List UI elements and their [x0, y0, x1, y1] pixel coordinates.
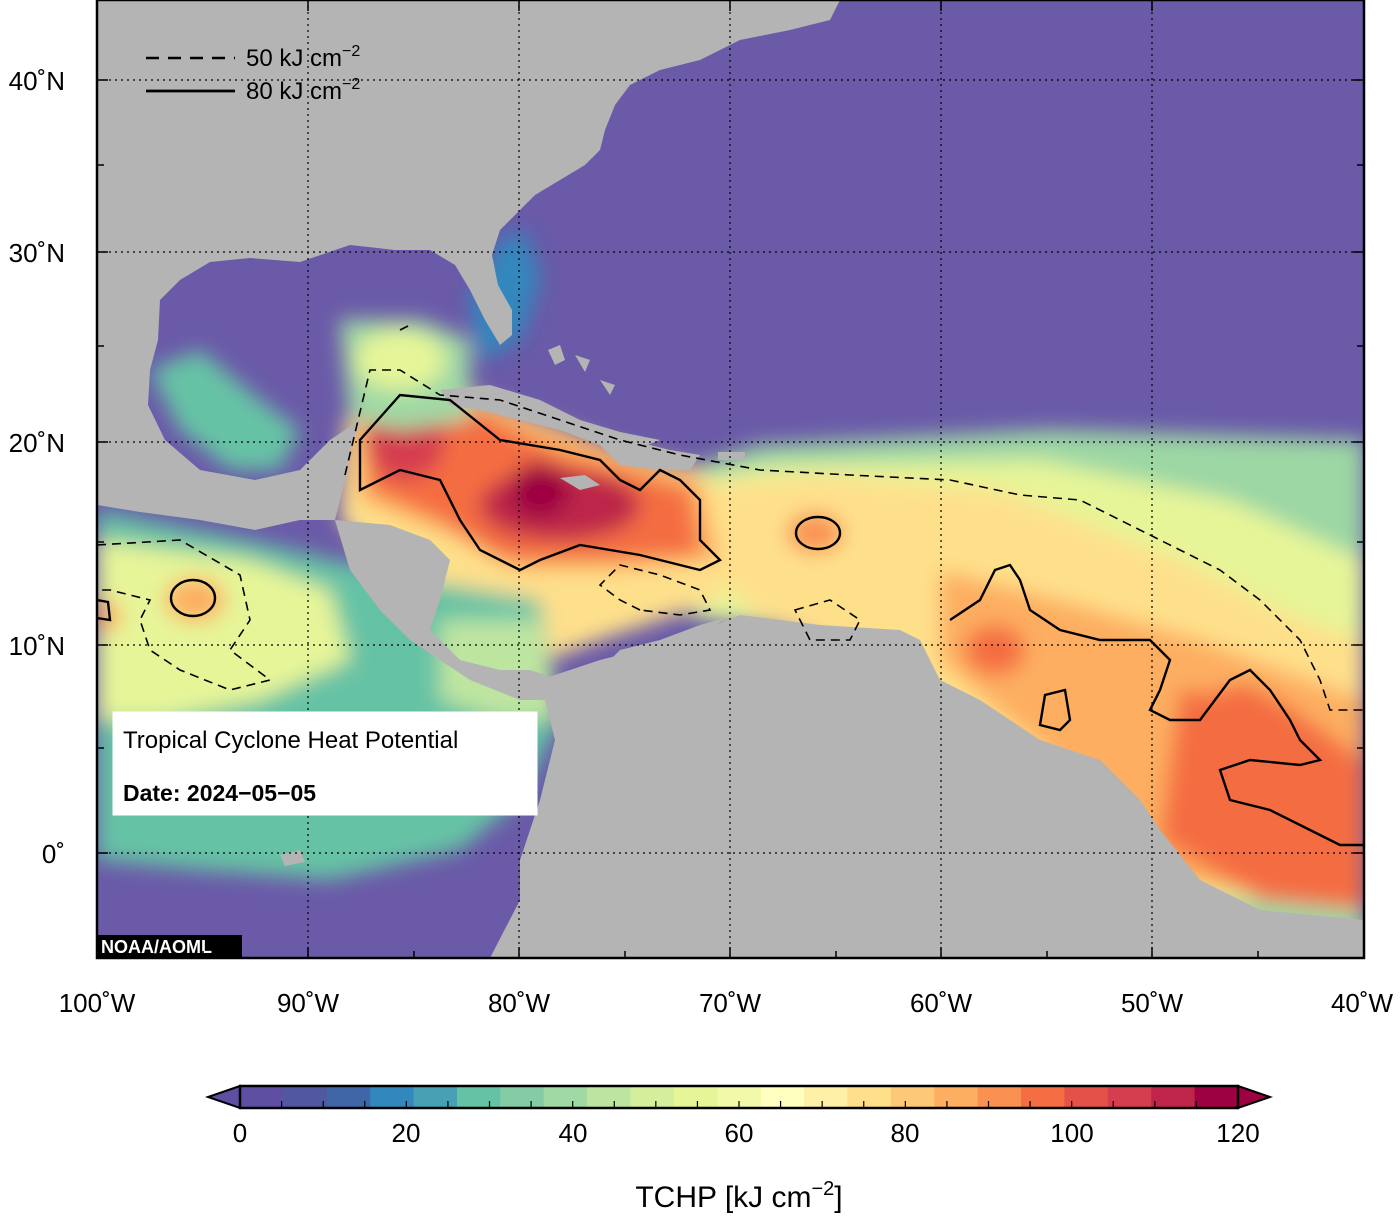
colorbar-tick-label: 0 — [233, 1118, 247, 1148]
colorbar-tick-label: 100 — [1050, 1118, 1093, 1148]
colorbar-cell — [1107, 1086, 1152, 1108]
colorbar-tick-label: 60 — [725, 1118, 754, 1148]
colorbar-cell — [587, 1086, 632, 1108]
colorbar-cell — [760, 1086, 805, 1108]
colorbar-tick-label: 40 — [559, 1118, 588, 1148]
lon-labels: 100˚W 90˚W 80˚W 70˚W 60˚W 50˚W 40˚W — [59, 988, 1394, 1018]
lat-labels: 40˚N 30˚N 20˚N 10˚N 0˚ — [9, 66, 65, 869]
colorbar-cell — [1021, 1086, 1066, 1108]
colorbar-cell — [456, 1086, 501, 1108]
colorbar-label-exponent: −2 — [811, 1178, 834, 1200]
info-title: Tropical Cyclone Heat Potential — [123, 727, 458, 754]
colorbar-cell — [283, 1086, 328, 1108]
info-date: Date: 2024−05−05 — [123, 780, 316, 806]
colorbar-cell — [977, 1086, 1022, 1108]
lon-label: 50˚W — [1121, 988, 1184, 1018]
colorbar-tick-label: 80 — [891, 1118, 920, 1148]
lon-label: 60˚W — [910, 988, 973, 1018]
credit-text: NOAA/AOML — [101, 937, 212, 957]
lon-label: 100˚W — [59, 988, 136, 1018]
dashed-legend-label: 50 kJ cm — [246, 45, 342, 72]
dashed-legend-exponent: −2 — [342, 43, 360, 60]
colorbar-cell — [934, 1086, 979, 1108]
lat-label: 0˚ — [42, 839, 65, 869]
colorbar-cell — [543, 1086, 588, 1108]
colorbar-cell — [847, 1086, 892, 1108]
colorbar-cell — [326, 1086, 371, 1108]
lon-label: 70˚W — [699, 988, 762, 1018]
colorbar-cell — [630, 1086, 675, 1108]
svg-text:80 kJ cm−2: 80 kJ cm−2 — [246, 76, 360, 105]
lat-label: 30˚N — [9, 238, 65, 268]
colorbar-label-close: ] — [834, 1181, 842, 1214]
colorbar-tick-labels: 0 20 40 60 80 100 120 — [233, 1118, 1260, 1148]
colorbar-cell — [240, 1086, 284, 1108]
colorbar-cell — [717, 1086, 762, 1108]
colorbar-cell — [890, 1086, 935, 1108]
solid-legend-label: 80 kJ cm — [246, 78, 342, 105]
svg-text:50 kJ cm−2: 50 kJ cm−2 — [246, 43, 360, 72]
info-box: Tropical Cyclone Heat Potential Date: 20… — [112, 711, 538, 816]
colorbar-ticks — [280, 1101, 1198, 1108]
credit-badge: NOAA/AOML — [97, 935, 242, 958]
lat-label: 40˚N — [9, 66, 65, 96]
contour-80 — [97, 393, 1364, 847]
contour-legend: 50 kJ cm−2 80 kJ cm−2 — [146, 43, 360, 105]
contour-50 — [97, 324, 1364, 711]
colorbar: 0 20 40 60 80 100 120 TCHP [kJ cm−2] — [204, 1084, 1274, 1214]
colorbar-cell — [370, 1086, 415, 1108]
land-masses — [97, 0, 1364, 958]
colorbar-tick-label: 120 — [1216, 1118, 1259, 1148]
colorbar-cell — [1151, 1086, 1196, 1108]
colorbar-min-arrow — [204, 1084, 241, 1110]
solid-legend-exponent: −2 — [342, 76, 360, 93]
colorbar-label: TCHP [kJ cm — [635, 1181, 811, 1214]
colorbar-cell — [673, 1086, 718, 1108]
colorbar-tick-label: 20 — [392, 1118, 421, 1148]
lon-label: 80˚W — [488, 988, 551, 1018]
colorbar-cell — [1194, 1086, 1239, 1108]
colorbar-cell — [804, 1086, 849, 1108]
colorbar-cell — [413, 1086, 458, 1108]
lat-label: 10˚N — [9, 631, 65, 661]
colorbar-cells — [240, 1086, 1239, 1108]
map-panel: 50 kJ cm−2 80 kJ cm−2 Tropical Cyclone H… — [97, 0, 1364, 958]
colorbar-cell — [500, 1086, 545, 1108]
lon-label: 40˚W — [1331, 988, 1394, 1018]
map-tick-marks — [97, 0, 1364, 958]
svg-text:TCHP [kJ cm−2]: TCHP [kJ cm−2] — [635, 1178, 842, 1214]
colorbar-cell — [1064, 1086, 1109, 1108]
lat-label: 20˚N — [9, 428, 65, 458]
colorbar-max-arrow — [1237, 1084, 1274, 1110]
lon-label: 90˚W — [277, 988, 340, 1018]
